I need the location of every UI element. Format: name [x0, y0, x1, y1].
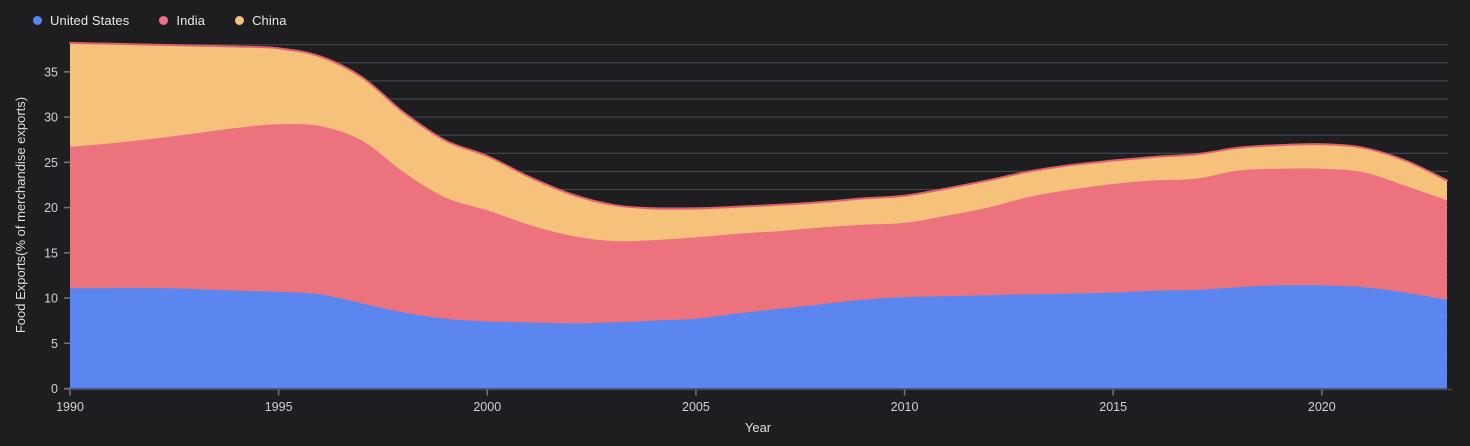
legend-label: United States — [50, 13, 130, 28]
chart-legend: United States India China — [33, 13, 287, 28]
y-axis-title: Food Exports(% of merchandise exports) — [13, 97, 28, 333]
y-tick-label: 0 — [51, 382, 58, 396]
x-tick-label: 2005 — [682, 400, 710, 414]
legend-item-india[interactable]: India — [159, 13, 205, 28]
y-tick-label: 30 — [44, 111, 58, 125]
legend-label: China — [252, 13, 287, 28]
legend-swatch-icon — [33, 16, 42, 25]
legend-swatch-icon — [235, 16, 245, 25]
x-tick-label: 2020 — [1308, 400, 1336, 414]
y-tick-label: 35 — [44, 65, 58, 79]
total-line — [69, 41, 1448, 210]
legend-swatch-icon — [159, 16, 169, 25]
legend-item-united-states[interactable]: United States — [33, 13, 129, 28]
x-tick-label: 2010 — [891, 400, 919, 414]
y-tick-label: 5 — [51, 337, 58, 351]
chart-render-layer: 0 5 10 15 20 25 30 35 1990 1995 2000 2005 2010 2015 20… — [44, 41, 1452, 414]
y-tick-label: 10 — [44, 292, 58, 306]
y-tick-label: 20 — [44, 201, 58, 215]
x-tick-label: 1995 — [265, 400, 293, 414]
legend-item-china[interactable]: China — [235, 13, 286, 28]
x-tick-label: 2000 — [473, 400, 501, 414]
x-tick-label: 2015 — [1099, 400, 1127, 414]
x-axis-title: Year — [745, 420, 772, 435]
legend-label: India — [176, 13, 206, 28]
y-tick-label: 25 — [44, 156, 58, 170]
x-tick-label: 1990 — [56, 400, 84, 414]
y-tick-label: 15 — [44, 246, 58, 260]
area-united-states — [70, 285, 1447, 389]
